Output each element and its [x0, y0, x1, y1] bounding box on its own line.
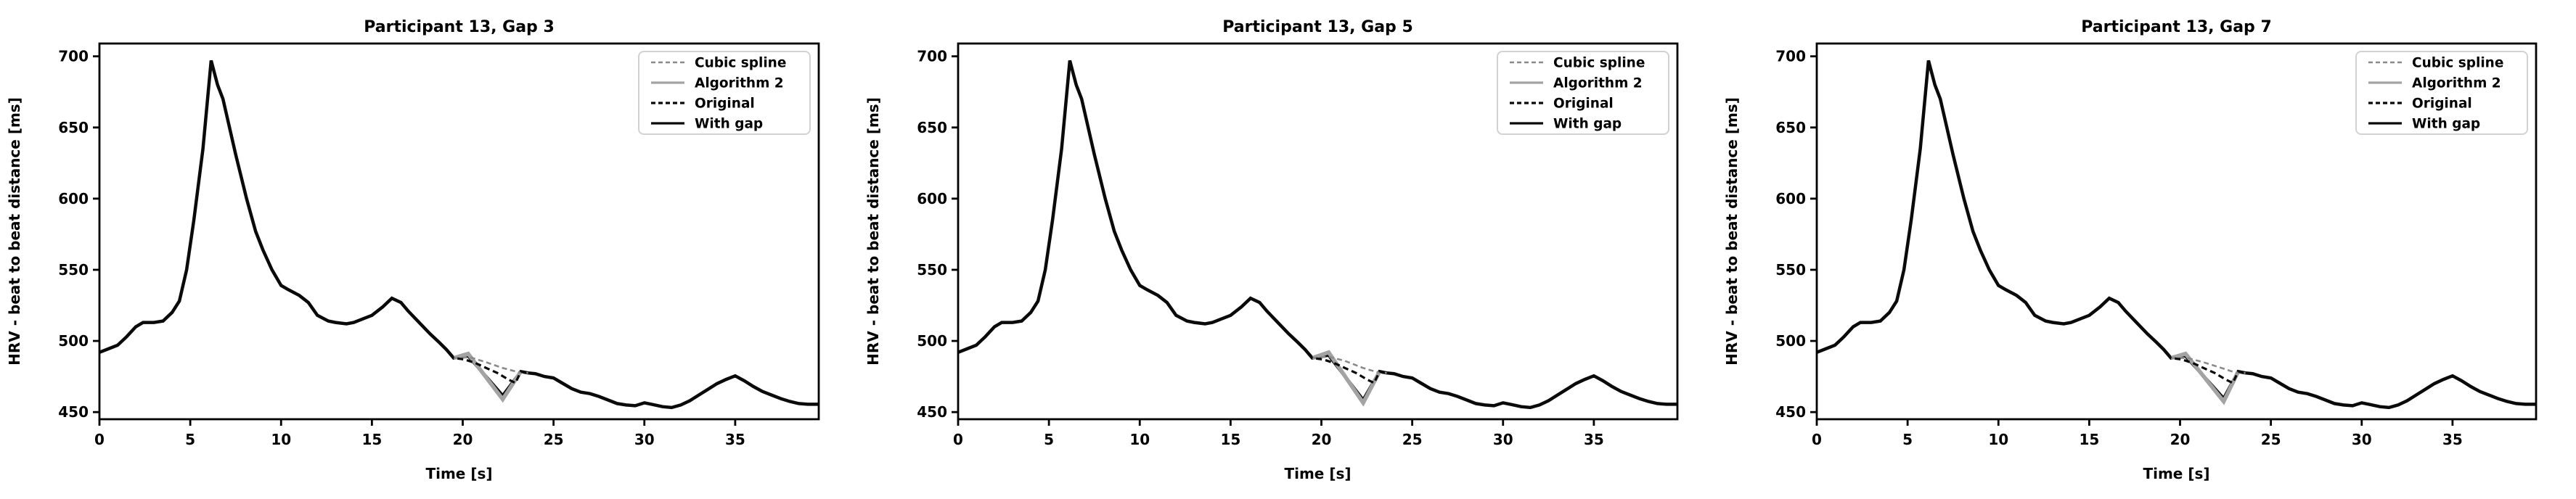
x-tick-label: 20 — [453, 431, 473, 448]
x-tick-label: 5 — [1044, 431, 1054, 448]
series-line-original — [1816, 60, 2536, 409]
legend-label: Original — [695, 96, 755, 112]
x-tick-label: 20 — [1312, 431, 1332, 448]
x-tick-label: 15 — [1220, 431, 1240, 448]
legend-label: Algorithm 2 — [2412, 76, 2501, 91]
legend: Cubic spline Algorithm 2 Original With gap — [2355, 51, 2528, 135]
x-tick-label: 30 — [1493, 431, 1513, 448]
x-tick-label: 35 — [1584, 431, 1604, 448]
legend: Cubic spline Algorithm 2 Original With gap — [638, 51, 811, 135]
legend-box — [2355, 51, 2528, 135]
plot-series — [1816, 59, 2536, 410]
x-tick-label: 30 — [2352, 431, 2372, 448]
y-tick-label: 550 — [58, 261, 89, 279]
x-tick-label: 15 — [2079, 431, 2099, 448]
x-tick-label: 0 — [94, 431, 105, 448]
y-tick-label: 450 — [1775, 403, 1806, 421]
x-tick-label: 35 — [725, 431, 745, 448]
x-axis-label: Time [s] — [2143, 465, 2209, 482]
legend-label: Algorithm 2 — [1553, 76, 1643, 91]
subplot-title: Participant 13, Gap 7 — [2081, 18, 2272, 36]
legend-label: Cubic spline — [2412, 56, 2503, 71]
x-axis-label: Time [s] — [1284, 465, 1351, 482]
y-axis: 450 500 550 600 650 700 HRV - beat to beat dis… — [6, 48, 99, 421]
subplot-gap-5: Participant 13, Gap 5 450 500 550 600 650 700 H… — [859, 0, 1717, 496]
x-tick-label: 0 — [1812, 431, 1822, 448]
series-line-algorithm-2 — [2170, 351, 2241, 405]
y-tick-label: 700 — [1775, 48, 1806, 65]
legend-label: Cubic spline — [1553, 56, 1645, 71]
legend-label: Original — [2412, 96, 2472, 112]
legend-label: Original — [1553, 96, 1614, 112]
series-line-cubic-spline — [453, 356, 528, 374]
plot-series — [99, 59, 819, 410]
plot-border — [98, 42, 820, 421]
chart-gap-5: Participant 13, Gap 5 450 500 550 600 650 700 H… — [864, 18, 1679, 482]
chart-gap-3: Participant 13, Gap 3 450 500 550 600 650 700 H… — [6, 18, 820, 482]
legend: Cubic spline Algorithm 2 Original With gap — [1497, 51, 1669, 135]
plot-border — [1815, 42, 2538, 421]
series-line-algorithm-2 — [1312, 350, 1382, 407]
y-tick-label: 500 — [58, 332, 89, 350]
y-axis: 450 500 550 600 650 700 HRV - beat to beat dis… — [864, 48, 958, 421]
y-tick-label: 600 — [917, 190, 947, 207]
y-tick-label: 700 — [58, 48, 89, 65]
y-tick-label: 650 — [58, 119, 89, 136]
subplot-title: Participant 13, Gap 5 — [1222, 18, 1413, 36]
x-tick-label: 15 — [361, 431, 382, 448]
legend-box — [638, 51, 811, 135]
subplot-gap-3: Participant 13, Gap 3 450 500 550 600 650 700 H… — [0, 0, 859, 496]
x-axis: 0 5 10 15 20 25 30 35 Time [s] — [1812, 419, 2463, 482]
y-tick-label: 450 — [917, 403, 947, 421]
y-tick-label: 500 — [917, 332, 947, 350]
legend-box — [1497, 51, 1669, 135]
series-line-original — [99, 60, 819, 409]
y-tick-label: 450 — [58, 403, 89, 421]
x-tick-label: 10 — [1129, 431, 1150, 448]
plot-series — [957, 59, 1677, 410]
x-tick-label: 35 — [2442, 431, 2463, 448]
x-tick-label: 25 — [1402, 431, 1423, 448]
x-axis: 0 5 10 15 20 25 30 35 Time [s] — [94, 419, 745, 482]
subplot-gap-7: Participant 13, Gap 7 450 500 550 600 650 700 H… — [1717, 0, 2576, 496]
legend-label: With gap — [695, 117, 763, 132]
y-tick-label: 700 — [917, 48, 947, 65]
x-tick-label: 5 — [1902, 431, 1913, 448]
y-axis-label: HRV - beat to beat distance [ms] — [864, 97, 882, 366]
x-tick-label: 30 — [634, 431, 655, 448]
x-tick-label: 5 — [185, 431, 195, 448]
series-line-original — [957, 60, 1677, 409]
y-tick-label: 600 — [1775, 190, 1806, 207]
plot-border — [957, 42, 1679, 421]
series-line-cubic-spline — [2171, 357, 2246, 374]
x-axis: 0 5 10 15 20 25 30 35 Time [s] — [953, 419, 1604, 482]
x-tick-label: 25 — [544, 431, 564, 448]
legend-label: Algorithm 2 — [695, 76, 784, 91]
y-tick-label: 550 — [1775, 261, 1806, 279]
x-tick-label: 10 — [271, 431, 291, 448]
x-tick-label: 10 — [1988, 431, 2008, 448]
y-tick-label: 600 — [58, 190, 89, 207]
y-tick-label: 650 — [1775, 119, 1806, 136]
chart-gap-7: Participant 13, Gap 7 450 500 550 600 650 700 H… — [1723, 18, 2538, 482]
x-tick-label: 25 — [2261, 431, 2281, 448]
y-tick-label: 550 — [917, 261, 947, 279]
x-axis-label: Time [s] — [425, 465, 492, 482]
y-axis: 450 500 550 600 650 700 HRV - beat to beat dis… — [1723, 48, 1817, 421]
x-tick-label: 20 — [2170, 431, 2191, 448]
legend-label: With gap — [2412, 117, 2480, 132]
series-line-algorithm-2 — [453, 351, 523, 403]
series-line-cubic-spline — [1312, 355, 1387, 374]
y-tick-label: 500 — [1775, 332, 1806, 350]
y-axis-label: HRV - beat to beat distance [ms] — [6, 97, 23, 366]
subplot-title: Participant 13, Gap 3 — [364, 18, 555, 36]
legend-label: Cubic spline — [695, 56, 786, 71]
y-tick-label: 650 — [917, 119, 947, 136]
y-axis-label: HRV - beat to beat distance [ms] — [1723, 97, 1741, 366]
legend-label: With gap — [1553, 117, 1622, 132]
x-tick-label: 0 — [953, 431, 963, 448]
